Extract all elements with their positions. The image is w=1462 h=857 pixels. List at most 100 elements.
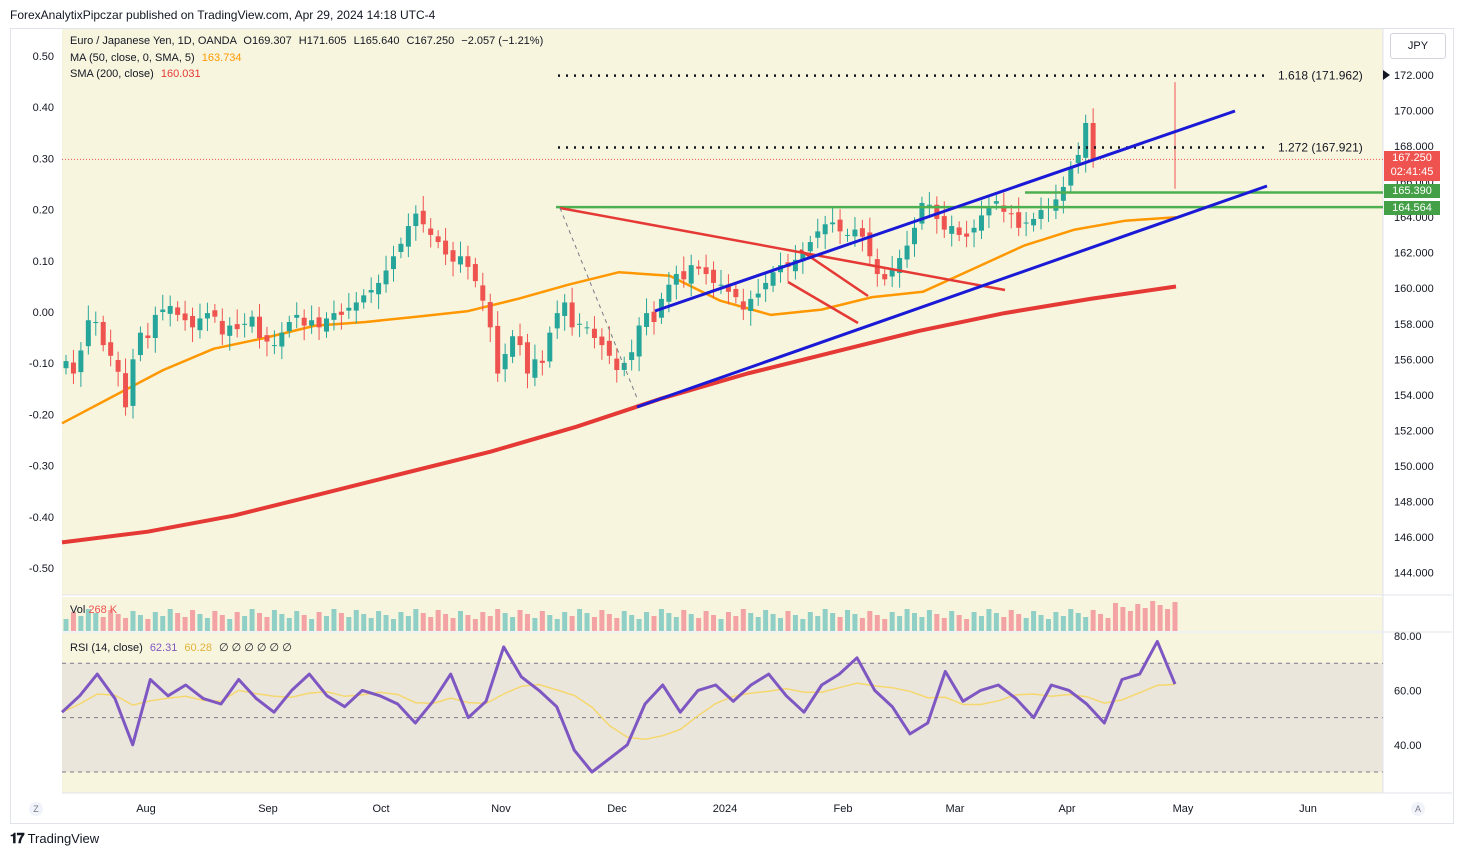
volume-bar	[420, 613, 426, 631]
volume-bar	[264, 617, 270, 631]
left-tick-label: -0.40	[29, 512, 54, 524]
last-price: 167.250	[1392, 152, 1432, 164]
candle-body	[1008, 213, 1014, 215]
candle-body	[956, 227, 962, 235]
volume-bar	[703, 611, 709, 631]
volume-bar	[696, 618, 702, 631]
volume-bar	[294, 611, 300, 631]
volume-bar	[971, 612, 977, 631]
candle-body	[78, 350, 84, 373]
volume-bar	[778, 618, 784, 631]
volume-bar	[78, 616, 84, 631]
rsi-legend[interactable]: RSI (14, close) 62.31 60.28 ∅ ∅ ∅ ∅ ∅ ∅	[70, 641, 292, 654]
price-tick-label: 168.000	[1394, 141, 1434, 153]
volume-bar	[301, 615, 307, 631]
volume-bar	[1120, 607, 1126, 631]
candle-body	[770, 272, 776, 286]
candle-body	[443, 240, 449, 255]
volume-bar	[658, 609, 664, 631]
volume-bar	[554, 619, 560, 631]
candle-body	[212, 310, 218, 317]
candle-body	[547, 332, 553, 362]
volume-bar	[324, 616, 330, 631]
volume-bar	[398, 612, 404, 631]
volume-bar	[562, 612, 568, 631]
candle-body	[792, 259, 798, 272]
candle-body	[197, 318, 203, 331]
volume-legend[interactable]: Vol 268 K	[70, 604, 117, 616]
volume-bar	[286, 618, 292, 631]
candle-body	[539, 360, 545, 363]
candle-body	[316, 317, 322, 328]
candle-body	[688, 265, 694, 284]
volume-bar	[1068, 609, 1074, 631]
volume-bar	[577, 609, 583, 631]
scale-right-button[interactable]: A	[1411, 802, 1425, 816]
candle-body	[718, 284, 724, 286]
time-tick-label: Feb	[834, 803, 853, 815]
scale-left-button[interactable]: Z	[29, 802, 43, 816]
candle-body	[1083, 122, 1089, 158]
candle-body	[1068, 167, 1074, 186]
volume-bar	[725, 612, 731, 631]
left-tick-label: 0.20	[33, 205, 54, 217]
volume-bar	[569, 616, 575, 631]
candle-body	[815, 231, 821, 238]
candle-body	[204, 313, 210, 319]
price-tick-label: 144.000	[1394, 568, 1434, 580]
candle-body	[420, 210, 426, 225]
candle-body	[524, 342, 530, 374]
candle-body	[219, 320, 225, 335]
volume-bar	[435, 610, 441, 631]
candle-body	[830, 222, 836, 225]
volume-bar	[1045, 619, 1051, 631]
legend-sma-label: SMA (200, close)	[70, 68, 154, 80]
volume-bar	[539, 611, 545, 631]
volume-bar	[800, 619, 806, 631]
legend-sma-row[interactable]: SMA (200, close) 160.031	[70, 68, 201, 80]
candle-body	[324, 318, 330, 332]
volume-bar	[1016, 614, 1022, 631]
candle-body	[145, 335, 151, 338]
volume-bar	[212, 611, 218, 631]
volume-bar	[1038, 615, 1044, 631]
candle-body	[450, 250, 456, 262]
price-tick-label: 160.000	[1394, 283, 1434, 295]
published-caption: ForexAnalytixPipczar published on Tradin…	[10, 8, 436, 22]
time-tick-label: Jun	[1299, 803, 1317, 815]
volume-bar	[599, 610, 605, 631]
candle-body	[361, 295, 367, 303]
volume-bar	[1135, 604, 1141, 631]
volume-bar	[867, 611, 873, 631]
volume-bar	[949, 611, 955, 631]
candle-body	[1053, 199, 1059, 211]
tradingview-logo[interactable]: 𝟏𝟕 TradingView	[10, 830, 99, 847]
candle-body	[673, 274, 679, 285]
volume-bar	[591, 617, 597, 631]
candle-body	[294, 314, 300, 318]
sma200-line	[61, 284, 1177, 545]
price-tick-label: 172.000	[1394, 70, 1434, 82]
candle-body	[681, 271, 687, 280]
currency-button[interactable]: JPY	[1390, 33, 1446, 59]
candle-body	[309, 320, 315, 326]
volume-bar	[517, 610, 523, 631]
candle-body	[115, 360, 121, 372]
volume-bar	[390, 619, 396, 631]
legend-ma-label: MA (50, close, 0, SMA, 5)	[70, 52, 195, 64]
legend-close: 167.250	[414, 35, 455, 47]
volume-bar	[941, 618, 947, 631]
candle-body	[733, 288, 739, 298]
price-tick-label: 150.000	[1394, 461, 1434, 473]
legend-symbol[interactable]: Euro / Japanese Yen, 1D, OANDA	[70, 35, 237, 47]
volume-bar	[413, 609, 419, 631]
legend-ma-row[interactable]: MA (50, close, 0, SMA, 5) 163.734	[70, 52, 242, 64]
time-tick-label: Mar	[946, 803, 965, 815]
volume-bar	[70, 612, 76, 631]
volume-bar	[547, 615, 553, 631]
volume-bar	[740, 609, 746, 631]
candle-body	[755, 293, 761, 298]
candle-body	[629, 352, 635, 361]
rsi-tick-label: 80.00	[1394, 631, 1422, 643]
